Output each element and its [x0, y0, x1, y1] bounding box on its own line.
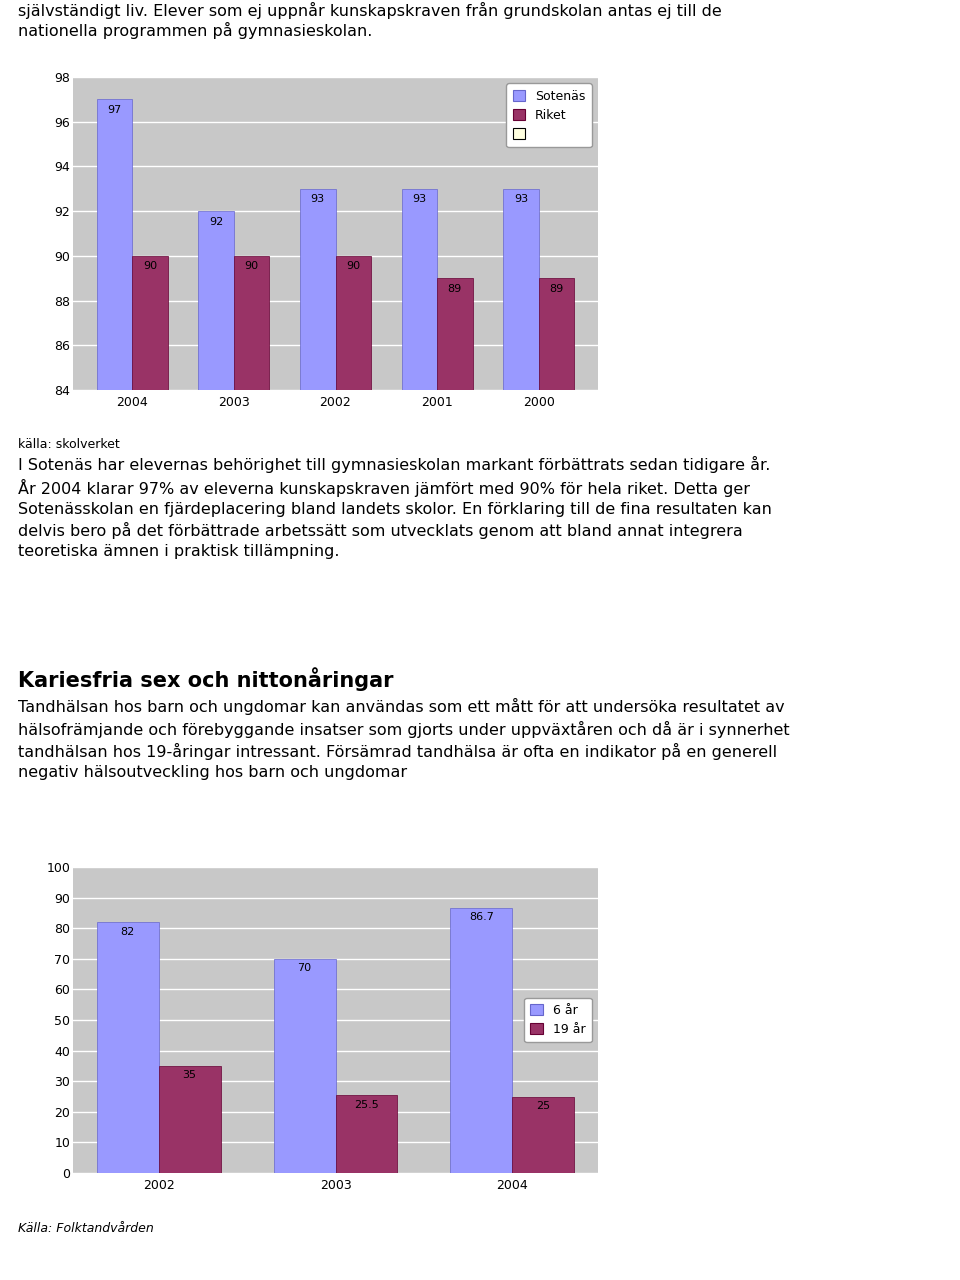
Bar — [97, 922, 158, 1172]
Text: Tandhälsan hos barn och ungdomar kan användas som ett mått för att undersöka res: Tandhälsan hos barn och ungdomar kan anv… — [18, 698, 790, 780]
Text: Kariesfria sex och nittonåringar: Kariesfria sex och nittonåringar — [18, 667, 394, 691]
Text: 93: 93 — [514, 195, 528, 205]
Bar — [335, 256, 372, 1280]
Text: Källa: Folktandvården: Källa: Folktandvården — [18, 1221, 154, 1234]
Bar — [513, 1097, 574, 1172]
Bar — [97, 100, 132, 1280]
Bar — [437, 278, 472, 1280]
Text: 86.7: 86.7 — [468, 913, 493, 923]
Bar — [335, 1094, 397, 1172]
Text: 92: 92 — [209, 216, 224, 227]
Text: 25: 25 — [536, 1101, 550, 1111]
Bar — [300, 188, 335, 1280]
Legend: Sotenäs, Riket, : Sotenäs, Riket, — [506, 83, 591, 147]
Bar — [158, 1066, 221, 1172]
Text: 90: 90 — [245, 261, 259, 271]
Bar — [274, 959, 335, 1172]
Text: 90: 90 — [143, 261, 157, 271]
Bar — [234, 256, 270, 1280]
Text: 25.5: 25.5 — [354, 1100, 379, 1110]
Text: I Sotenäs har elevernas behörighet till gymnasieskolan markant förbättrats sedan: I Sotenäs har elevernas behörighet till … — [18, 456, 772, 559]
Text: 90: 90 — [347, 261, 360, 271]
Legend: 6 år, 19 år: 6 år, 19 år — [524, 997, 591, 1042]
Text: 89: 89 — [549, 284, 564, 294]
Text: källa: skolverket: källa: skolverket — [18, 438, 120, 451]
Bar — [539, 278, 574, 1280]
Bar — [401, 188, 437, 1280]
Text: 70: 70 — [298, 964, 312, 973]
Bar — [199, 211, 234, 1280]
Bar — [132, 256, 168, 1280]
Text: 82: 82 — [121, 927, 135, 937]
Text: 89: 89 — [447, 284, 462, 294]
Text: 93: 93 — [311, 195, 324, 205]
Text: 97: 97 — [108, 105, 122, 115]
Text: 93: 93 — [412, 195, 426, 205]
Text: självständigt liv. Elever som ej uppnår kunskapskraven från grundskolan antas ej: självständigt liv. Elever som ej uppnår … — [18, 3, 722, 38]
Bar — [450, 908, 513, 1172]
Text: 35: 35 — [182, 1070, 197, 1080]
Bar — [503, 188, 539, 1280]
